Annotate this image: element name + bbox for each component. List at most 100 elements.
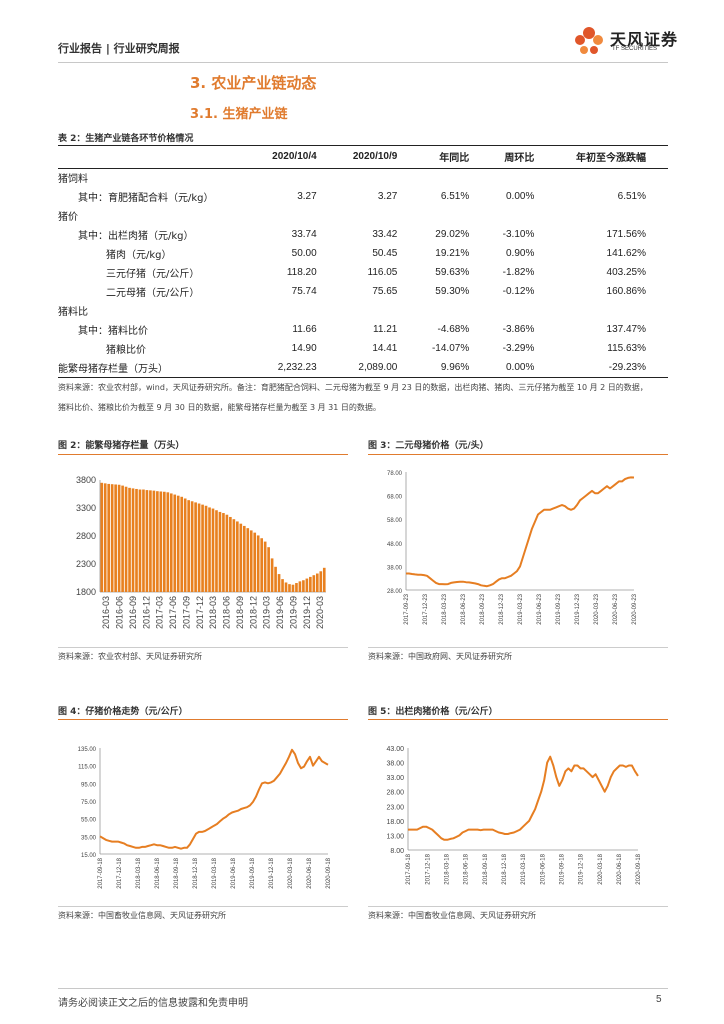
- table-row: 猪料比: [58, 301, 668, 320]
- bar: [131, 488, 135, 592]
- y-tick-label: 48.00: [387, 542, 403, 548]
- table-cell: 75.65: [372, 286, 398, 297]
- table-cell: [419, 301, 491, 320]
- x-tick-label: 2019-06-18: [540, 853, 546, 884]
- table-cell: [258, 206, 339, 225]
- figure2-chart-svg: 3800 3300 2800 2300 1800 2016-03 2016-06 2016-0…: [76, 475, 326, 629]
- figure5-caption: 图 5：出栏肉猪价格（元/公斤）: [368, 707, 498, 717]
- logo-text-cn: 天风证券: [610, 30, 679, 49]
- figure3-source: 资料来源：中国政府网、天风证券研究所: [368, 652, 512, 661]
- table-cell: 59.30%: [435, 286, 470, 297]
- y-tick-label: 28.00: [386, 790, 404, 797]
- table-row-label: 二元母猪（元/公斤）: [106, 288, 200, 299]
- figure3-chart: 78.00 68.00 58.00 48.00 38.00 28.00 2017-09-23…: [368, 458, 668, 644]
- table-caption: 表 2：生猪产业链各环节价格情况: [58, 134, 194, 144]
- figure4-chart-svg: 135.00115.0095.0075.0055.0035.0015.00201…: [78, 747, 332, 889]
- table-cell: [556, 206, 668, 225]
- x-tick-label: 2020-06-18: [617, 853, 623, 884]
- bar: [166, 492, 170, 592]
- table-cell: [491, 206, 556, 225]
- table-row: 猪粮比价 14.90 14.41 -14.07% -3.29% 115.63%: [58, 339, 668, 358]
- bar: [218, 511, 222, 592]
- table-cell: 11.66: [292, 324, 317, 335]
- bar: [302, 580, 305, 592]
- bar: [197, 503, 201, 592]
- figure2-caption: 图 2：能繁母猪存栏量（万头）: [58, 441, 185, 451]
- table-cell: [258, 168, 339, 187]
- series-line: [406, 476, 635, 588]
- price-table: 2020/10/4 2020/10/9 年同比 周环比 年初至今涨跌幅 猪饲料 其中：育肥…: [58, 146, 668, 378]
- bar: [121, 485, 124, 592]
- x-tick-label: 2019-12-18: [579, 853, 585, 884]
- x-tick-label: 2020-03-18: [288, 857, 294, 888]
- bar: [322, 567, 326, 592]
- figure3-bottom-rule: [368, 647, 668, 648]
- y-tick-label: 2300: [76, 559, 96, 569]
- figure2-bottom-rule: [58, 647, 348, 648]
- x-tick-label: 2019-12-18: [269, 857, 275, 888]
- bar: [149, 490, 152, 592]
- bar: [260, 538, 263, 592]
- x-tick-label: 2019-06-18: [231, 857, 237, 888]
- table-cell: 0.90%: [505, 248, 535, 259]
- bar: [128, 487, 131, 592]
- table-cell: 33.74: [291, 229, 317, 240]
- y-tick-label: 75.00: [81, 800, 97, 806]
- x-tick-label: 2020-09-23: [632, 593, 638, 624]
- x-tick-label: 2017-12: [195, 596, 205, 629]
- figure3-caption: 图 3：二元母猪价格（元/头）: [368, 441, 489, 451]
- bar: [152, 490, 156, 592]
- table-cell: 160.86%: [606, 286, 646, 297]
- table-row: 能繁母猪存栏量（万头） 2,232.23 2,089.00 9.96% 0.00% -29…: [58, 358, 668, 378]
- figure2-source: 资料来源：农业农村部、天风证券研究所: [58, 652, 202, 661]
- bar: [100, 482, 104, 592]
- table-row-label: 猪价: [58, 212, 78, 223]
- x-tick-label: 2019-09-23: [556, 593, 562, 624]
- figure3-rule: [368, 454, 668, 455]
- bar: [110, 484, 114, 592]
- section-title: 3. 农业产业链动态: [190, 74, 317, 92]
- table-cell: 137.47%: [606, 324, 646, 335]
- x-tick-label: 2018-09-18: [174, 857, 180, 888]
- bar: [211, 508, 215, 592]
- y-tick-label: 1800: [76, 587, 96, 597]
- bar: [298, 581, 302, 592]
- table-cell: -3.29%: [502, 343, 535, 354]
- page-number: 5: [656, 994, 662, 1005]
- table-cell: [556, 301, 668, 320]
- table-row-label: 猪料比: [58, 307, 88, 318]
- y-tick-label: 8.00: [390, 848, 404, 855]
- table-header-cell: 周环比: [491, 146, 557, 169]
- y-tick-label: 15.00: [81, 853, 97, 859]
- bar: [263, 541, 267, 592]
- table-cell: 75.74: [291, 286, 317, 297]
- x-tick-label: 2019-09-18: [559, 853, 565, 884]
- y-tick-label: 95.00: [81, 782, 97, 788]
- table-cell: [339, 168, 420, 187]
- figure5-bottom-rule: [368, 906, 668, 907]
- table-cell: [419, 168, 491, 187]
- bar: [246, 528, 250, 592]
- bar: [187, 500, 190, 592]
- x-tick-label: 2018-09-18: [483, 853, 489, 884]
- figure5-chart: 43.00 38.00 33.00 28.00 23.00 18.00 13.00 8.00 2…: [368, 722, 668, 902]
- figure4-source: 资料来源：中国畜牧业信息网、天风证券研究所: [58, 911, 226, 920]
- table-cell: 14.41: [372, 343, 398, 354]
- table-cell: 3.27: [297, 191, 317, 202]
- x-tick-label: 2020-03-23: [594, 593, 600, 624]
- table-header-cell: 2020/10/9: [338, 146, 420, 169]
- bar: [117, 484, 121, 592]
- table-cell: -14.07%: [431, 343, 470, 354]
- table-cell: [556, 168, 668, 187]
- header-divider: [58, 62, 668, 63]
- table-row: 其中：出栏肉猪（元/kg） 33.74 33.42 29.02% -3.10% 171.5…: [58, 225, 668, 244]
- table-row-label: 其中：猪料比价: [78, 326, 148, 337]
- table-cell: 3.27: [377, 191, 398, 202]
- table-cell: [491, 301, 556, 320]
- table-cell: 118.20: [286, 267, 317, 278]
- y-tick-label: 33.00: [386, 775, 404, 782]
- bar: [183, 498, 187, 592]
- x-tick-label: 2018-06-18: [155, 857, 161, 888]
- x-tick-label: 2016-12: [141, 596, 151, 629]
- bar: [291, 584, 295, 592]
